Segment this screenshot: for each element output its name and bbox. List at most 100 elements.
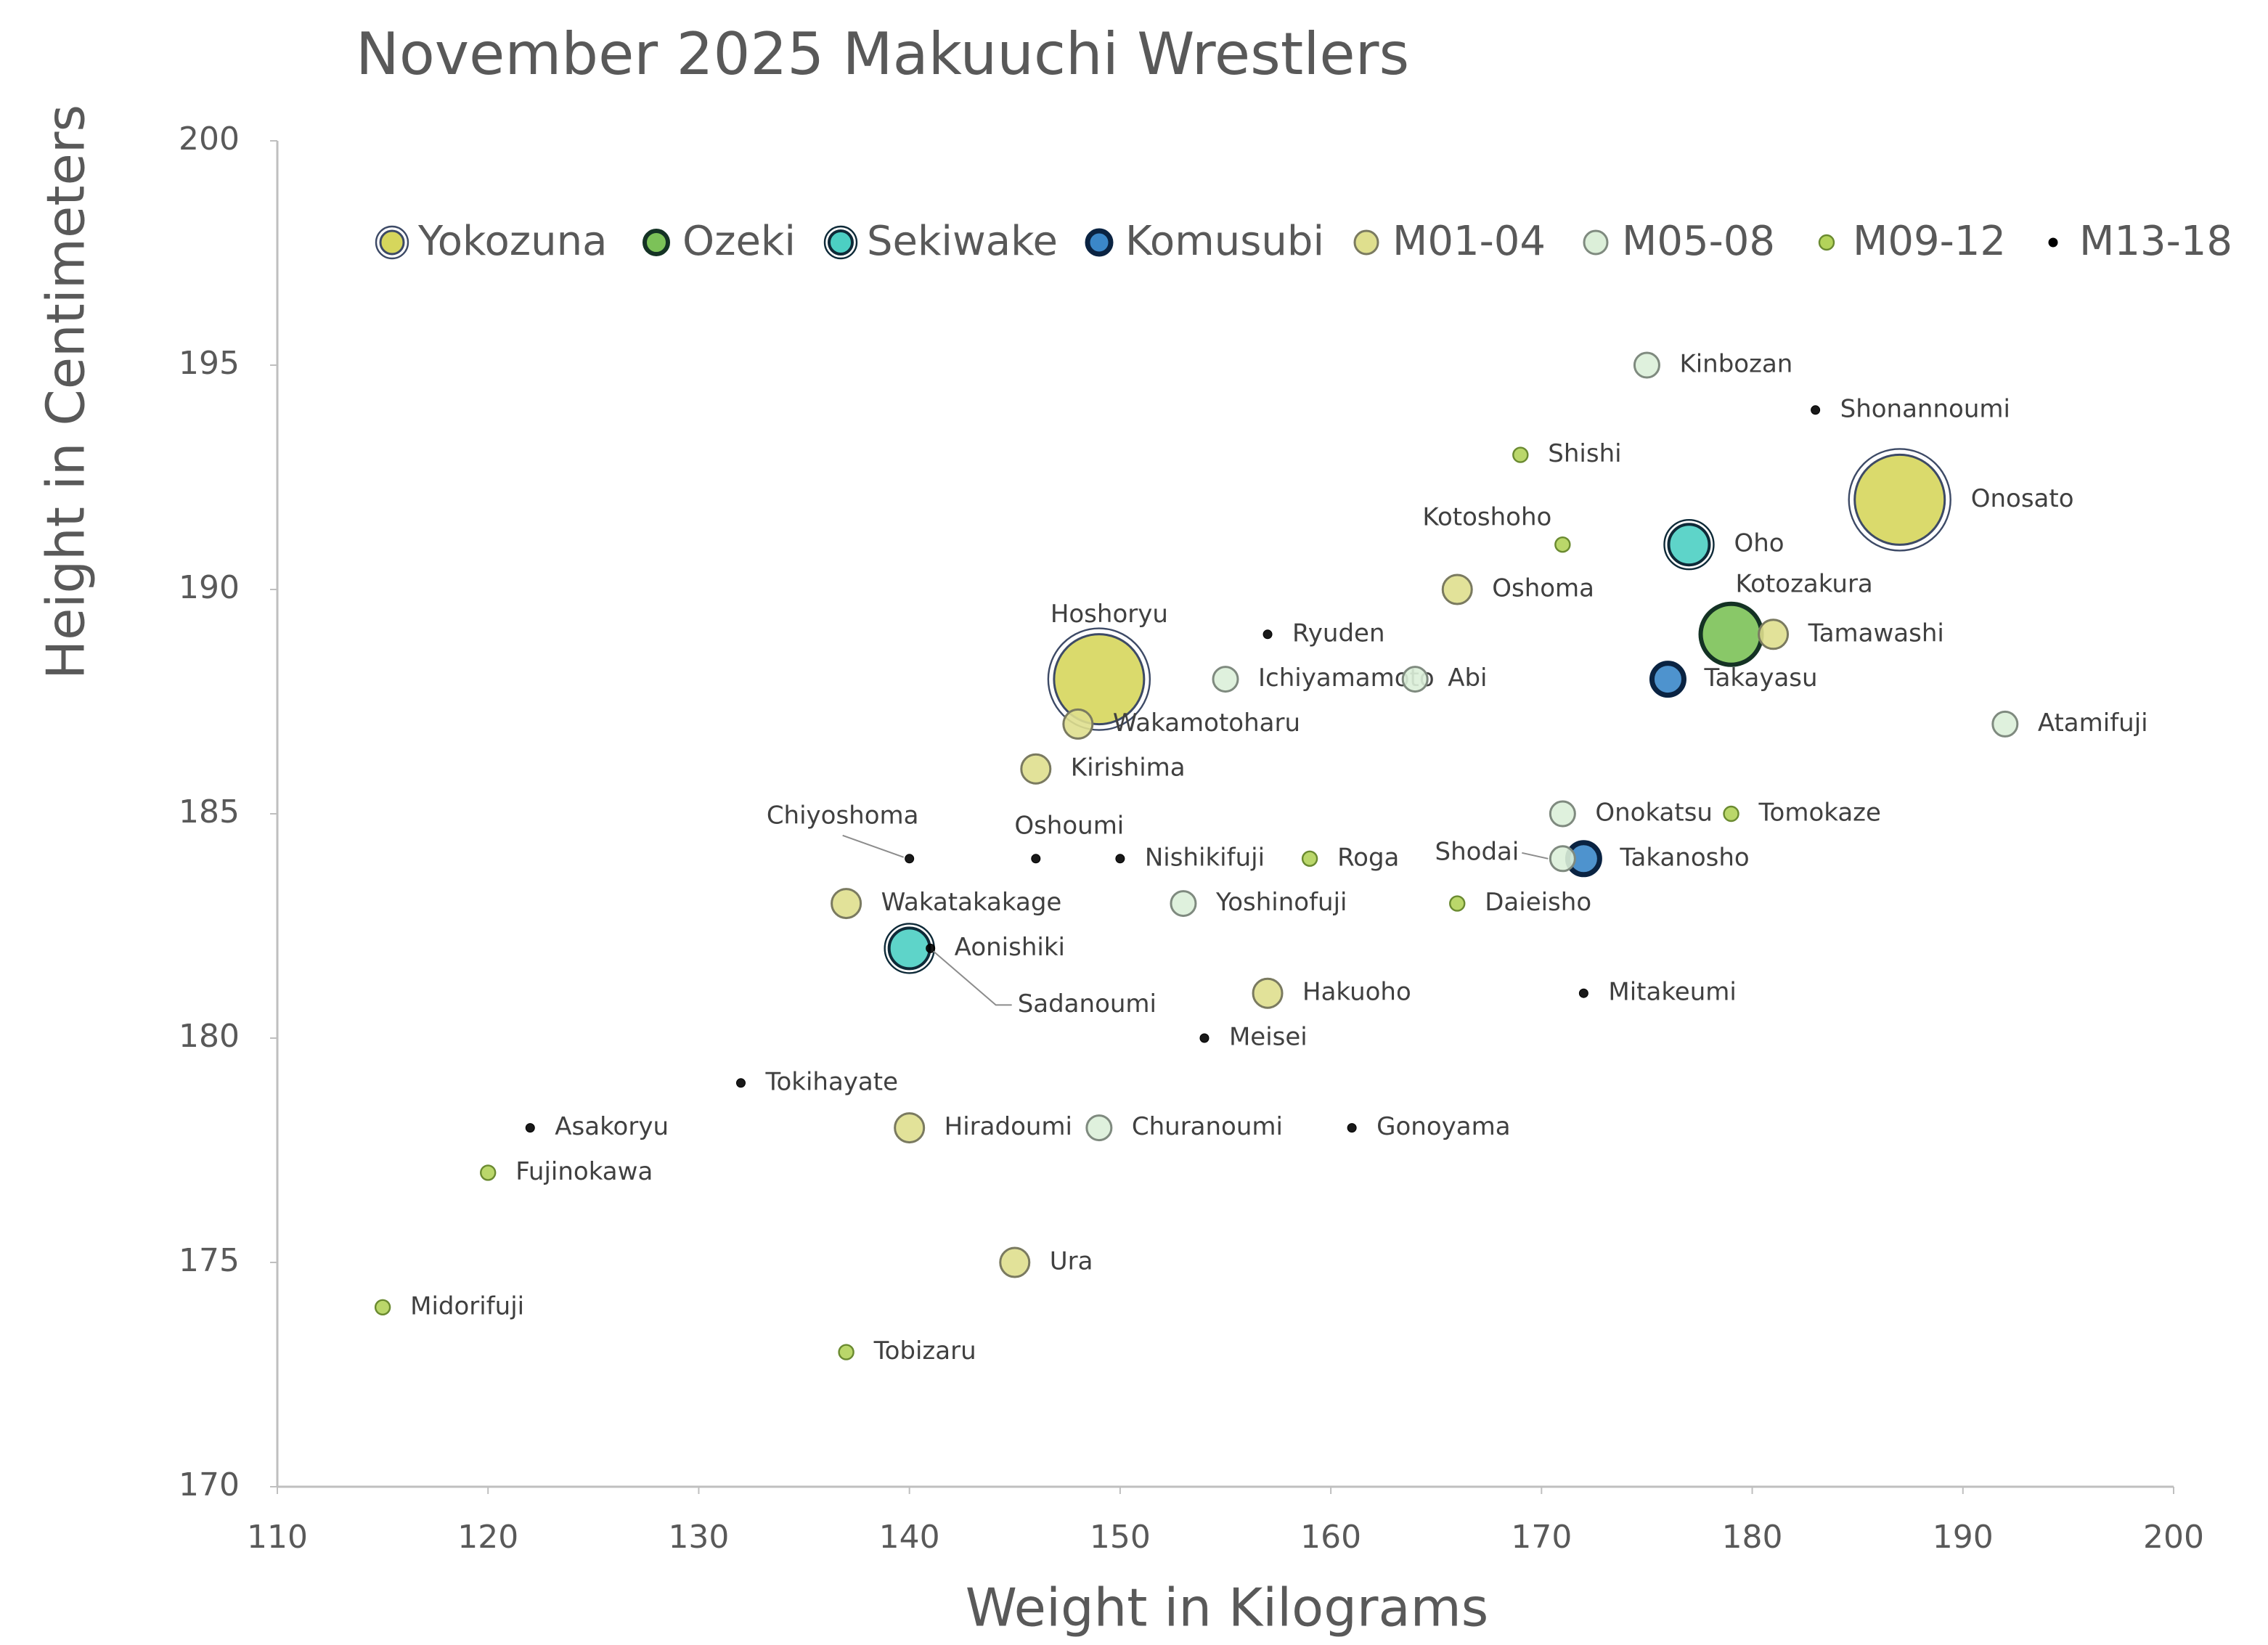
point-label: Tamawashi: [1808, 619, 1944, 648]
leader-line: [842, 834, 905, 858]
point-label: Hiradoumi: [945, 1112, 1072, 1141]
point-label: Kotozakura: [1736, 569, 1873, 598]
legend-label: Sekiwake: [867, 218, 1058, 265]
point-label: Asakoryu: [555, 1112, 669, 1141]
x-tick-label: 180: [1722, 1519, 1783, 1556]
point: [1549, 845, 1576, 873]
point: [1401, 666, 1429, 693]
point-label: Takayasu: [1703, 664, 1817, 693]
point-label: Atamifuji: [2038, 709, 2148, 738]
point-label: Midorifuji: [410, 1291, 524, 1321]
point-label: Oshoma: [1492, 574, 1594, 603]
chart-title: November 2025 Makuuchi Wrestlers: [356, 20, 1409, 88]
point: [1449, 895, 1466, 912]
x-tick-label: 160: [1300, 1519, 1361, 1556]
point: [1263, 629, 1273, 640]
point: [1667, 523, 1711, 567]
leader-line: [1522, 852, 1549, 860]
y-tick-label: 180: [179, 1018, 240, 1055]
point: [735, 1078, 746, 1088]
point: [1085, 1114, 1113, 1142]
point: [1723, 805, 1739, 822]
point-label: Kinbozan: [1679, 350, 1792, 379]
point: [1633, 351, 1660, 379]
point: [1649, 661, 1686, 698]
point-label: Gonoyama: [1376, 1112, 1510, 1141]
point: [1020, 753, 1052, 785]
point: [525, 1123, 535, 1133]
point-label: Tobizaru: [873, 1336, 976, 1366]
point-label: Daieisho: [1485, 888, 1591, 917]
point-label: Ryuden: [1292, 619, 1384, 648]
point: [1554, 536, 1571, 553]
point-label: Roga: [1337, 843, 1399, 872]
legend-label: Yokozuna: [417, 218, 607, 265]
point: [1301, 850, 1318, 868]
point-label: Onosato: [1971, 484, 2074, 513]
point: [999, 1246, 1031, 1278]
legend-label: Ozeki: [682, 218, 796, 265]
point-label: Churanoumi: [1132, 1112, 1283, 1141]
legend-label: M05-08: [1622, 218, 1775, 265]
point-label: Aonishiki: [955, 933, 1065, 962]
y-axis-title: Height in Centimeters: [36, 105, 97, 679]
point: [1758, 619, 1790, 650]
legend-marker: [1818, 234, 1835, 251]
point: [1441, 573, 1473, 605]
point-label: Onokatsu: [1595, 799, 1713, 828]
y-tick-label: 190: [179, 569, 240, 606]
point-label: Tokihayate: [764, 1067, 898, 1096]
x-tick-label: 120: [457, 1519, 518, 1556]
leader-line: [933, 950, 1012, 1006]
point: [480, 1164, 497, 1181]
point-label: Mitakeumi: [1608, 978, 1736, 1007]
x-axis-title: Weight in Kilograms: [966, 1577, 1489, 1638]
y-tick-label: 185: [179, 793, 240, 830]
point-label: Wakatakakage: [881, 888, 1062, 917]
point: [1991, 710, 2019, 738]
legend-marker: [1353, 229, 1379, 256]
point: [1811, 405, 1821, 415]
legend-marker-ring: [823, 225, 858, 260]
point-label: Ura: [1050, 1247, 1093, 1276]
point: [1115, 854, 1125, 864]
point-label: Yoshinofuji: [1215, 888, 1347, 917]
point-label: Wakamotoharu: [1113, 709, 1300, 738]
point-label: Fujinokawa: [515, 1157, 653, 1186]
point: [374, 1299, 391, 1316]
legend-label: M01-04: [1392, 218, 1546, 265]
point-label: Abi: [1448, 664, 1487, 693]
point: [838, 1344, 854, 1360]
point-label: Shishi: [1548, 439, 1621, 468]
point-label: Meisei: [1229, 1023, 1308, 1052]
point-label: Shonannoumi: [1840, 394, 2010, 423]
point: [887, 926, 931, 971]
point: [1549, 800, 1576, 828]
point: [1062, 708, 1094, 740]
point: [1170, 890, 1197, 918]
point-label: Oshoumi: [1014, 811, 1124, 840]
point: [1252, 977, 1284, 1009]
point: [1053, 633, 1146, 726]
point-label: Hoshoryu: [1051, 600, 1168, 629]
legend-marker: [643, 229, 670, 256]
point-label: Oho: [1734, 529, 1784, 558]
point-label: Sadanoumi: [1018, 989, 1157, 1019]
point: [1031, 854, 1041, 864]
point-ring: [1848, 448, 1951, 552]
point-label: Hakuoho: [1302, 978, 1411, 1007]
legend-label: M09-12: [1853, 218, 2006, 265]
x-tick-label: 200: [2143, 1519, 2204, 1556]
x-tick-label: 150: [1090, 1519, 1151, 1556]
point: [1347, 1123, 1357, 1133]
x-tick-label: 110: [247, 1519, 308, 1556]
y-tick-label: 175: [179, 1242, 240, 1279]
point-ring: [1663, 519, 1715, 571]
point-label: Shodai: [1435, 837, 1520, 866]
legend-marker: [2048, 237, 2058, 248]
point: [926, 943, 936, 953]
x-tick-label: 170: [1511, 1519, 1572, 1556]
point-label: Chiyoshoma: [767, 801, 919, 830]
y-tick-label: 195: [179, 345, 240, 382]
